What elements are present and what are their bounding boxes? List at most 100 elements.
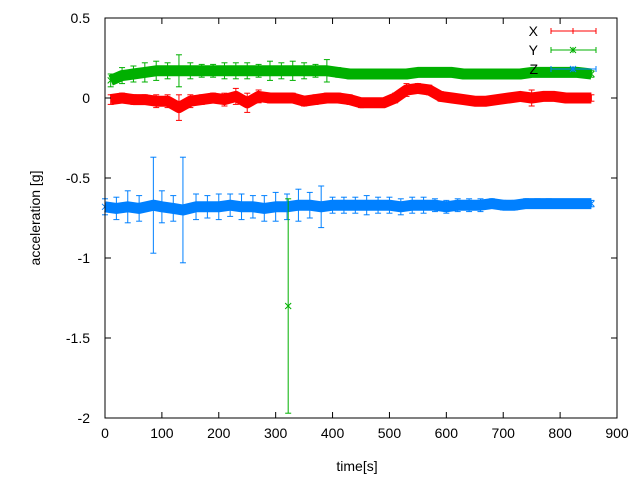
data-point: [420, 201, 427, 209]
axis-ticks: 0 100 200 300 400 500 600 700 800 900 0.5 0 -0.5 -1 -1…: [66, 10, 629, 441]
x-tick-label: 100: [150, 425, 174, 441]
legend: XYZ: [529, 23, 597, 77]
plot-area: [101, 54, 595, 414]
data-point: [278, 67, 285, 75]
data-point: [300, 67, 308, 75]
data-point: [528, 69, 536, 76]
data-point: [431, 201, 439, 209]
data-point: [283, 203, 291, 211]
data-point: [113, 205, 120, 212]
data-point: [414, 69, 422, 76]
x-tick-label: 700: [492, 425, 516, 441]
data-point: [380, 70, 388, 78]
data-point: [471, 70, 479, 78]
x-tick-label: 600: [435, 425, 459, 441]
data-point: [255, 67, 262, 75]
data-point: [152, 67, 160, 75]
legend-marker: [569, 65, 577, 73]
x-tick-label: 500: [378, 425, 402, 441]
data-point: [465, 201, 473, 209]
data-point: [118, 72, 126, 79]
data-point: [192, 203, 200, 211]
data-point: [340, 201, 348, 209]
data-point: [442, 203, 450, 211]
data-point: [135, 205, 143, 212]
data-point: [306, 201, 314, 209]
data-point: [477, 201, 484, 209]
y-tick-label: 0: [82, 90, 90, 106]
data-point: [186, 67, 194, 75]
data-point: [386, 201, 393, 209]
data-point: [363, 201, 371, 209]
data-point: [232, 67, 240, 75]
data-point: [516, 70, 524, 78]
x-tick-label: 900: [605, 425, 629, 441]
data-point: [346, 70, 353, 78]
data-point: [534, 200, 541, 207]
data-point: [403, 70, 410, 78]
data-point: [522, 200, 530, 207]
data-point: [374, 201, 382, 209]
y-tick-label: -2: [78, 410, 91, 426]
data-point: [448, 69, 456, 76]
legend-marker: [569, 46, 577, 54]
data-point: [454, 201, 462, 209]
legend-label: X: [529, 23, 539, 39]
data-point: [351, 201, 359, 209]
data-point: [573, 69, 581, 76]
data-point: [221, 67, 228, 75]
data-point: [460, 70, 467, 78]
data-point: [107, 77, 115, 84]
y-tick-label: -0.5: [66, 170, 90, 186]
data-point: [215, 203, 223, 211]
data-point: [243, 67, 251, 75]
data-point: [499, 201, 507, 209]
plot-frame: [104, 17, 618, 419]
data-point: [329, 201, 336, 209]
data-point: [551, 69, 558, 76]
data-point: [425, 69, 433, 76]
data-point: [130, 70, 137, 78]
data-point: [238, 203, 245, 211]
data-point: [249, 203, 257, 211]
data-point: [204, 203, 211, 211]
series-X: [107, 82, 595, 121]
data-point: [482, 70, 490, 78]
data-point: [397, 203, 405, 211]
y-tick-label: 0.5: [71, 10, 91, 26]
x-tick-label: 400: [321, 425, 345, 441]
data-point: [357, 70, 365, 78]
data-point: [266, 67, 274, 75]
x-tick-label: 800: [548, 425, 572, 441]
data-point: [539, 69, 547, 76]
data-point: [312, 67, 319, 75]
legend-label: Z: [529, 61, 538, 77]
y-axis-label: acceleration [g]: [27, 171, 43, 266]
data-point: [568, 200, 575, 207]
data-point: [164, 67, 171, 75]
series-outlier: [284, 198, 292, 414]
series-band: [104, 198, 592, 216]
x-tick-label: 0: [101, 425, 109, 441]
data-point: [141, 69, 149, 76]
data-point: [437, 69, 444, 76]
data-point: [289, 67, 297, 75]
x-tick-label: 200: [207, 425, 231, 441]
y-tick-label: -1.5: [66, 330, 90, 346]
data-point: [158, 203, 166, 211]
data-point: [505, 70, 513, 78]
data-point: [511, 201, 518, 209]
data-point: [323, 67, 331, 75]
data-point: [198, 67, 206, 75]
data-point: [391, 70, 399, 78]
data-point: [179, 206, 187, 214]
data-point: [562, 69, 570, 76]
data-point: [150, 201, 157, 209]
data-point: [488, 200, 496, 207]
data-point: [556, 200, 564, 207]
x-axis-label: time[s]: [336, 458, 377, 474]
data-point: [295, 201, 302, 209]
data-point: [226, 201, 234, 209]
data-point: [588, 70, 595, 78]
